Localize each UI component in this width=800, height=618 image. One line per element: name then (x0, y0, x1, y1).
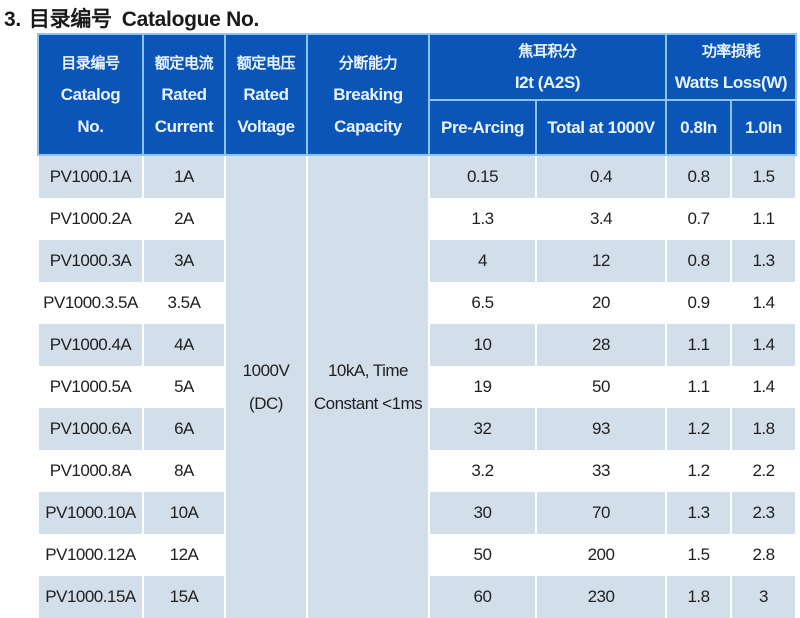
table-header: 目录编号 Catalog No. 额定电流 Rated Current 额定电压… (37, 33, 798, 156)
cell-total: 93 (534, 408, 668, 450)
table-row: PV1000.8A 8A 3.2 33 1.2 2.2 (37, 450, 798, 492)
section-number: 3. (4, 8, 21, 31)
cell-pre-arcing: 0.15 (428, 155, 537, 198)
section-title-english: Catalogue No. (121, 8, 260, 31)
cell-loss-10: 1.3 (730, 240, 798, 282)
table-row: PV1000.10A 10A 30 70 1.3 2.3 (37, 492, 798, 534)
cell-pre-arcing: 10 (428, 324, 537, 366)
cell-loss-08: 0.8 (665, 155, 733, 198)
header-total-1000v: Total at 1000V (534, 99, 668, 156)
cell-catalog: PV1000.10A (37, 492, 144, 534)
cell-loss-10: 2.3 (730, 492, 798, 534)
cell-total: 28 (534, 324, 668, 366)
cell-catalog: PV1000.3A (37, 240, 144, 282)
catalogue-table: 目录编号 Catalog No. 额定电流 Rated Current 额定电压… (37, 33, 798, 618)
cell-pre-arcing: 50 (428, 534, 537, 576)
table-row: PV1000.3.5A 3.5A 6.5 20 0.9 1.4 (37, 282, 798, 324)
cell-pre-arcing: 4 (428, 240, 537, 282)
cell-total: 12 (534, 240, 668, 282)
cell-catalog: PV1000.6A (37, 408, 144, 450)
header-breaking-capacity: 分断能力 Breaking Capacity (306, 33, 430, 156)
cell-loss-08: 1.2 (665, 408, 733, 450)
cell-current: 3.5A (142, 282, 226, 324)
cell-loss-08: 1.3 (665, 492, 733, 534)
cell-current: 1A (142, 155, 226, 198)
cell-current: 6A (142, 408, 226, 450)
cell-pre-arcing: 6.5 (428, 282, 537, 324)
cell-current: 15A (142, 576, 226, 618)
cell-current: 4A (142, 324, 226, 366)
table-row: PV1000.5A 5A 19 50 1.1 1.4 (37, 366, 798, 408)
header-loss-0-8in: 0.8In (665, 99, 733, 156)
cell-rated-voltage: 1000V (DC) (224, 155, 308, 618)
cell-total: 33 (534, 450, 668, 492)
cell-current: 10A (142, 492, 226, 534)
cell-breaking-capacity: 10kA, Time Constant <1ms (306, 155, 430, 618)
cell-current: 2A (142, 198, 226, 240)
cell-loss-08: 0.7 (665, 198, 733, 240)
cell-pre-arcing: 30 (428, 492, 537, 534)
table-row: PV1000.12A 12A 50 200 1.5 2.8 (37, 534, 798, 576)
table-body: PV1000.1A 1A 1000V (DC) 10kA, Time Const… (37, 155, 798, 618)
table-row: PV1000.15A 15A 60 230 1.8 3 (37, 576, 798, 618)
cell-current: 5A (142, 366, 226, 408)
cell-total: 230 (534, 576, 668, 618)
cell-catalog: PV1000.5A (37, 366, 144, 408)
header-rated-voltage: 额定电压 Rated Voltage (224, 33, 308, 156)
header-loss-1-0in: 1.0In (730, 99, 798, 156)
cell-catalog: PV1000.2A (37, 198, 144, 240)
table-row: PV1000.1A 1A 1000V (DC) 10kA, Time Const… (37, 155, 798, 618)
header-pre-arcing: Pre-Arcing (428, 99, 537, 156)
cell-loss-10: 2.2 (730, 450, 798, 492)
cell-current: 8A (142, 450, 226, 492)
cell-current: 12A (142, 534, 226, 576)
section-title-chinese: 目录编号 (28, 7, 112, 31)
table-row: PV1000.2A 2A 1.3 3.4 0.7 1.1 (37, 198, 798, 240)
cell-loss-10: 2.8 (730, 534, 798, 576)
table-row: PV1000.6A 6A 32 93 1.2 1.8 (37, 408, 798, 450)
cell-pre-arcing: 19 (428, 366, 537, 408)
cell-current: 3A (142, 240, 226, 282)
cell-catalog: PV1000.3.5A (37, 282, 144, 324)
cell-loss-10: 1.1 (730, 198, 798, 240)
cell-loss-10: 1.4 (730, 282, 798, 324)
section-title: 3. 目录编号 Catalogue No. (4, 3, 259, 33)
cell-total: 70 (534, 492, 668, 534)
table-row: PV1000.4A 4A 10 28 1.1 1.4 (37, 324, 798, 366)
cell-loss-10: 1.8 (730, 408, 798, 450)
cell-loss-08: 0.8 (665, 240, 733, 282)
table-row: PV1000.3A 3A 4 12 0.8 1.3 (37, 240, 798, 282)
cell-loss-10: 1.4 (730, 324, 798, 366)
header-i2t: 焦耳积分 I2t (A2S) (427, 33, 668, 101)
cell-loss-08: 1.1 (665, 366, 733, 408)
cell-catalog: PV1000.15A (37, 576, 144, 618)
cell-catalog: PV1000.4A (37, 324, 144, 366)
cell-catalog: PV1000.1A (37, 155, 144, 198)
cell-loss-08: 1.5 (665, 534, 733, 576)
cell-loss-10: 3 (730, 576, 798, 618)
cell-loss-08: 1.2 (665, 450, 733, 492)
cell-total: 200 (534, 534, 668, 576)
cell-pre-arcing: 3.2 (428, 450, 537, 492)
cell-total: 50 (534, 366, 668, 408)
header-rated-current: 额定电流 Rated Current (142, 33, 226, 156)
cell-loss-08: 1.8 (665, 576, 733, 618)
cell-loss-08: 0.9 (665, 282, 733, 324)
cell-loss-08: 1.1 (665, 324, 733, 366)
cell-pre-arcing: 1.3 (428, 198, 537, 240)
cell-total: 20 (534, 282, 668, 324)
cell-pre-arcing: 32 (428, 408, 537, 450)
header-catalog-no: 目录编号 Catalog No. (37, 33, 144, 156)
cell-loss-10: 1.5 (730, 155, 798, 198)
cell-pre-arcing: 60 (428, 576, 537, 618)
cell-loss-10: 1.4 (730, 366, 798, 408)
cell-catalog: PV1000.12A (37, 534, 144, 576)
cell-catalog: PV1000.8A (37, 450, 144, 492)
cell-total: 0.4 (534, 155, 668, 198)
cell-total: 3.4 (534, 198, 668, 240)
header-watts-loss: 功率损耗 Watts Loss(W) (665, 33, 798, 101)
